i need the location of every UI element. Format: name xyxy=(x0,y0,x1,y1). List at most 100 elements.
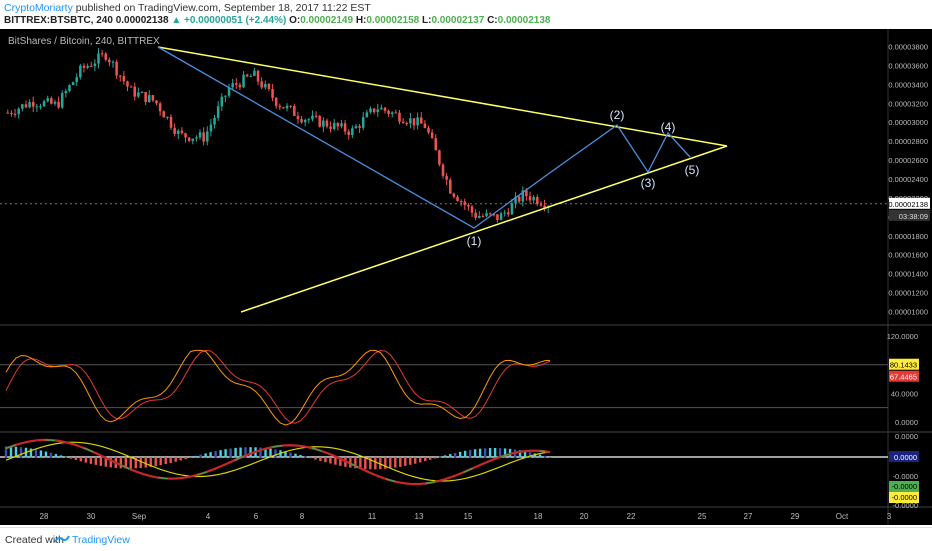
candle-body xyxy=(285,105,289,109)
candle-body xyxy=(358,126,361,128)
macd-histogram-bar xyxy=(29,448,33,458)
candle-body xyxy=(318,116,321,127)
macd-histogram-bar xyxy=(309,457,312,459)
candle-body xyxy=(452,193,456,197)
tradingview-brand[interactable]: TradingView xyxy=(72,534,130,546)
candle-body xyxy=(441,164,445,176)
candle-body xyxy=(521,190,525,202)
macd-histogram-bar xyxy=(94,457,98,465)
candle-body xyxy=(60,93,64,108)
candle-body xyxy=(195,137,198,139)
candle-body xyxy=(111,61,115,63)
macd-histogram-bar xyxy=(478,448,482,458)
candle-body xyxy=(398,112,401,122)
candle-body xyxy=(311,115,314,120)
macd-histogram-bar xyxy=(374,457,377,470)
lower-trendline xyxy=(240,145,728,313)
macd-histogram-bar xyxy=(4,446,8,458)
publish-line: CryptoMoriarty published on TradingView.… xyxy=(4,2,371,14)
macd-histogram-bar xyxy=(219,450,222,458)
macd-histogram-bar xyxy=(339,457,342,466)
candle-body xyxy=(401,121,405,124)
macd-histogram-bar xyxy=(89,457,93,464)
candle-body xyxy=(369,108,372,113)
macd-histogram-bar xyxy=(389,457,392,469)
candle-body xyxy=(409,118,412,124)
chart-svg[interactable]: BitShares / Bitcoin, 240, BITTREX 0.0000… xyxy=(0,29,932,525)
macd-histogram-bar xyxy=(189,457,192,458)
stoch-k-value: 80.1433 xyxy=(890,361,917,370)
macd-histogram-bar xyxy=(109,457,113,468)
macd-histogram-bar xyxy=(269,448,272,458)
macd-histogram-bar xyxy=(359,457,362,469)
macd-histogram-bar xyxy=(523,451,527,458)
macd-badge xyxy=(889,481,919,492)
candle-body xyxy=(539,204,543,206)
macd-histogram-bar xyxy=(209,452,212,458)
last-price-badge-label: 0.00002138 xyxy=(888,200,928,209)
price-tick-label: 0.00001800 xyxy=(888,232,928,241)
x-tick-label: 20 xyxy=(580,512,589,521)
price-tick-label: 0.00003200 xyxy=(888,99,928,108)
macd-tick-label: -0.0000 xyxy=(893,472,918,481)
candle-body xyxy=(220,96,224,107)
macd-histogram-bar xyxy=(59,455,63,458)
macd-zero-value: 0.0000 xyxy=(894,453,917,462)
candle-body xyxy=(104,53,108,60)
macd-histogram-bar xyxy=(414,457,417,464)
wave-label: (5) xyxy=(685,163,700,177)
candle-body xyxy=(35,106,39,108)
candle-body xyxy=(71,82,75,86)
candle-body xyxy=(231,83,234,88)
macd-histogram-bar xyxy=(119,457,122,469)
stochastic-pane: 120.0000 40.0000 0.0000 80.1433 67.4465 xyxy=(0,332,919,427)
publish-text: published on TradingView.com, September … xyxy=(72,2,371,14)
candle-body xyxy=(336,122,340,127)
macd-tick-label: 0.0000 xyxy=(895,432,918,441)
upper-trendline xyxy=(157,46,728,147)
macd-histogram-bar xyxy=(473,449,477,458)
macd-histogram-bar xyxy=(234,447,237,458)
macd-histogram-bar xyxy=(244,447,247,458)
candle-body xyxy=(448,179,452,194)
stoch-d-value: 67.4465 xyxy=(890,373,917,382)
candle-body xyxy=(488,213,492,215)
candle-body xyxy=(108,59,111,63)
stoch-k-line xyxy=(5,349,551,426)
macd-tick-label: -0.0000 xyxy=(893,501,918,510)
candle-body xyxy=(206,131,209,142)
candle-body xyxy=(543,205,546,208)
macd-histogram-bar xyxy=(369,457,372,470)
macd-zero-badge xyxy=(889,451,919,462)
candle-body xyxy=(289,105,292,107)
price-change: ▲ +0.00000051 (+2.44%) xyxy=(171,15,287,26)
price-tick-label: 0.00002600 xyxy=(888,156,928,165)
macd-histogram-bar xyxy=(49,452,53,458)
candle-body xyxy=(21,104,24,109)
price-tick-label: 0.00001200 xyxy=(888,289,928,298)
candle-body xyxy=(507,212,510,215)
candle-body xyxy=(267,83,271,90)
candle-body xyxy=(235,83,238,85)
candle-body xyxy=(383,107,387,111)
low-value: 0.00002137 xyxy=(431,15,485,26)
chart-area[interactable]: BitShares / Bitcoin, 240, BITTREX 0.0000… xyxy=(0,29,932,525)
macd-histogram-bar xyxy=(214,451,217,458)
price-tick-label: 0.00002800 xyxy=(888,137,928,146)
macd-histogram-bar xyxy=(54,454,58,458)
candle-body xyxy=(140,92,144,94)
price-tick-label: 0.00003000 xyxy=(888,118,928,127)
candle-body xyxy=(528,196,532,201)
wave-label: (3) xyxy=(641,176,656,190)
candle-body xyxy=(180,130,184,134)
macd-histogram-bar xyxy=(44,451,48,458)
macd-histogram-bar xyxy=(139,457,142,469)
macd-histogram-bar xyxy=(224,449,227,458)
macd-histogram-bar xyxy=(458,451,462,458)
macd-histogram-bar xyxy=(498,448,502,458)
macd-histogram-bar xyxy=(538,454,542,458)
open-value: 0.00002149 xyxy=(300,15,354,26)
author-link[interactable]: CryptoMoriarty xyxy=(4,2,73,14)
stoch-tick-label: 40.0000 xyxy=(891,389,918,398)
candle-body xyxy=(390,112,394,114)
